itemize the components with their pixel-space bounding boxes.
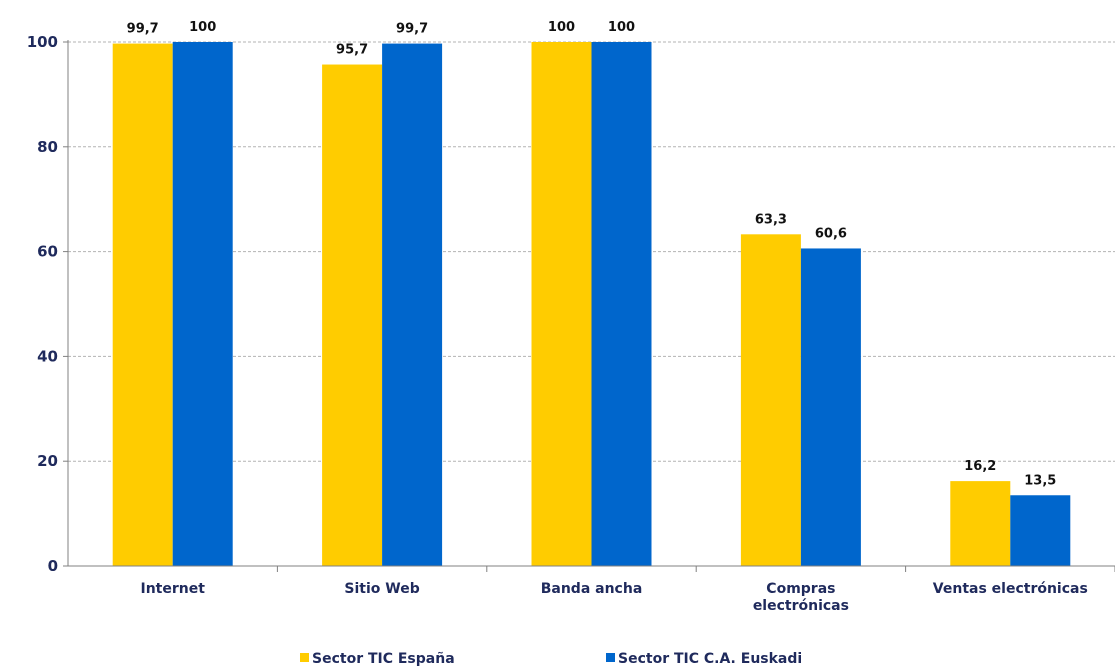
category-label: Internet [140,581,205,597]
legend-swatch [606,653,615,662]
bar [172,42,233,566]
legend-label: Sector TIC España [312,651,455,666]
category-label: Sitio Web [344,581,419,597]
bar [112,43,173,566]
legend-label: Sector TIC C.A. Euskadi [618,651,802,666]
bar [740,234,801,567]
bars [112,42,1071,567]
data-labels: 99,7 95,7 100 63,3 16,2 100 99,7 100 60,6 13,5 [127,20,1057,488]
category-labels: Internet Sitio Web Banda ancha Compras elect… [140,581,1087,614]
bar [1010,495,1071,566]
category-label: Ventas electrónicas [933,581,1088,597]
bar [531,42,592,566]
bar [591,42,652,566]
category-label: Compras electrónicas [753,581,849,614]
bar [800,248,861,566]
data-label: 100 [608,20,635,35]
bar [950,481,1011,566]
bar [322,64,383,567]
data-label: 100 [189,20,216,35]
y-tick-label: 20 [37,452,58,470]
data-label: 100 [548,20,575,35]
axes [67,40,1115,572]
data-label: 99,7 [396,22,428,37]
y-tick-label: 60 [37,243,58,261]
legend: Sector TIC España Sector TIC C.A. Euskadi [300,651,802,666]
y-tick-label: 40 [37,347,58,365]
data-label: 13,5 [1024,473,1056,488]
data-label: 60,6 [815,226,847,241]
y-tick-label: 80 [37,138,58,156]
data-label: 63,3 [755,212,787,227]
legend-swatch [300,653,309,662]
category-label: Banda ancha [541,581,643,597]
data-label: 16,2 [964,459,996,474]
y-axis-ticks: 0 20 40 60 80 100 [27,33,68,575]
data-label: 95,7 [336,43,368,58]
y-tick-label: 0 [48,557,58,575]
gridlines [68,41,1115,462]
bar [382,43,443,566]
data-label: 99,7 [127,22,159,37]
y-tick-label: 100 [27,33,58,51]
